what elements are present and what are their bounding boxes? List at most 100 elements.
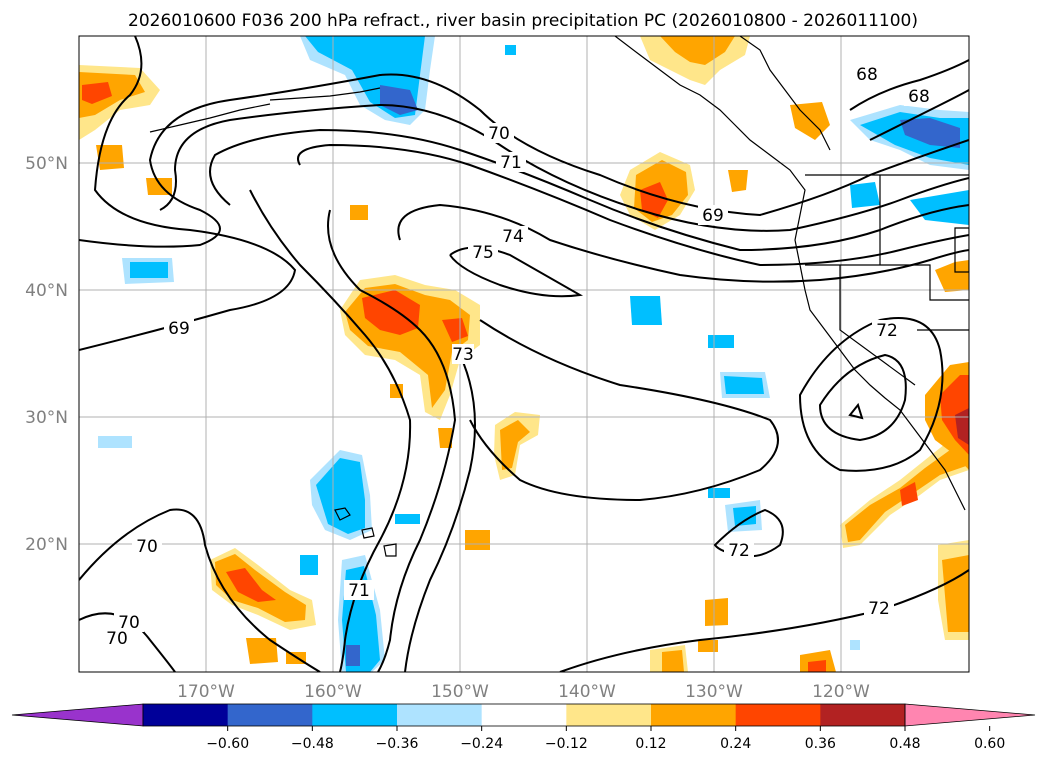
precip-positive-blob	[246, 638, 278, 664]
contour-label: 75	[472, 243, 494, 263]
precip-positive-blob	[728, 170, 748, 192]
latitude-labels: 50°N 40°N 30°N 20°N	[25, 154, 68, 555]
colorbar-segment	[820, 704, 906, 726]
island	[334, 507, 351, 521]
contour-label: 72	[876, 321, 898, 341]
precip-positive-blob	[705, 598, 728, 626]
contour-label: 72	[868, 599, 890, 619]
contour-line	[159, 103, 969, 232]
precip-negative-blob	[98, 436, 132, 448]
precip-positive-blob	[362, 290, 420, 335]
border	[805, 264, 969, 301]
precip-negative-blob	[900, 118, 960, 148]
colorbar-segment	[735, 704, 821, 726]
precip-negative-blob	[346, 645, 360, 666]
contour-line	[469, 319, 779, 502]
precip-negative-blob	[733, 506, 756, 526]
colorbar-extend-max	[904, 703, 1036, 727]
lon-label: 120°W	[812, 682, 870, 702]
precip-positive-blob	[390, 384, 403, 398]
colorbar-tick-label: 0.36	[805, 736, 836, 752]
colorbar-tick-label: 0.60	[974, 736, 1005, 752]
refractivity-contours	[79, 36, 969, 672]
contour-line	[249, 189, 412, 672]
precip-positive-blob	[82, 82, 112, 104]
colorbar-extend-min	[11, 703, 144, 727]
longitude-labels: 170°W 160°W 150°W 140°W 130°W 120°W	[177, 682, 870, 702]
precip-negative-blob	[130, 262, 168, 278]
colorbar-segment	[566, 704, 652, 726]
precip-positive-blob	[465, 530, 490, 550]
contour-line	[404, 344, 476, 672]
colorbar-tick-label: 0.48	[889, 736, 920, 752]
precip-negative-anomalies	[98, 36, 969, 672]
contour-line	[559, 569, 969, 672]
precip-positive-blob	[698, 640, 718, 652]
colorbar-frame	[142, 703, 906, 727]
contour-line	[327, 209, 457, 672]
figure-title: 2026010600 F036 200 hPa refract., river …	[128, 11, 918, 31]
island	[361, 527, 375, 539]
precip-negative-blob	[850, 182, 880, 208]
contour-line	[818, 353, 907, 442]
contour-label: 69	[702, 206, 724, 226]
contour-label: 70	[106, 629, 128, 649]
colorbar-tick-label: 0.24	[720, 736, 751, 752]
precip-positive-blob	[808, 660, 826, 672]
contour-line	[79, 73, 969, 248]
colorbar-tick-label: −0.24	[460, 736, 503, 752]
precip-negative-blob	[395, 514, 420, 524]
precip-negative-blob	[850, 640, 860, 650]
contour-label: 68	[908, 87, 930, 107]
contour-label: 70	[136, 537, 158, 557]
precip-negative-blob	[505, 45, 516, 55]
colorbar-segment	[312, 704, 398, 726]
contour-label: 70	[488, 124, 510, 144]
map-frame	[78, 35, 970, 673]
colorbar-tick-label: −0.48	[291, 736, 334, 752]
contour-line	[798, 317, 944, 472]
map-panel: 68 68 69 69 70 70 70 70 71 71 72 72 72	[79, 36, 969, 672]
colorbar-tick-label: −0.36	[376, 736, 419, 752]
contour-line	[869, 89, 969, 141]
contour-line	[849, 59, 969, 111]
lon-label: 170°W	[177, 682, 235, 702]
contour-line	[397, 203, 969, 283]
colorbar-tick-label: −0.60	[206, 736, 249, 752]
contour-label: 68	[856, 65, 878, 85]
precip-negative-blob	[300, 555, 318, 575]
precip-positive-blob	[500, 420, 530, 470]
precip-positive-blob	[660, 36, 735, 65]
colorbar-segment	[397, 704, 483, 726]
precip-negative-blob	[316, 458, 365, 534]
contour-label: 72	[728, 541, 750, 561]
lat-label: 50°N	[25, 154, 68, 174]
colorbar-segment	[651, 704, 737, 726]
colorbar-tick-label: 0.12	[635, 736, 666, 752]
precip-negative-blob	[708, 488, 730, 498]
precip-positive-blob	[96, 145, 124, 170]
contour-label: 69	[168, 319, 190, 339]
precip-positive-blob	[442, 318, 468, 342]
precip-negative-blob	[630, 296, 662, 325]
colorbar-segment	[227, 704, 313, 726]
precip-negative-blob	[708, 335, 734, 348]
lat-label: 40°N	[25, 281, 68, 301]
lon-label: 150°W	[431, 682, 489, 702]
contour-label: 71	[500, 153, 522, 173]
lon-label: 140°W	[558, 682, 616, 702]
colorbar-tick-label: −0.12	[545, 736, 588, 752]
lat-label: 30°N	[25, 408, 68, 428]
precip-positive-blob	[438, 428, 452, 448]
border	[954, 227, 969, 273]
colorbar-segment	[143, 704, 229, 726]
colorbar: −0.60 −0.48 −0.36 −0.24 −0.12 0.12 0.24 0.36 0.4…	[11, 703, 1036, 752]
coastline	[269, 87, 381, 101]
contour-line	[79, 508, 321, 672]
colorbar-segment	[481, 704, 567, 726]
precip-positive-blob	[900, 482, 918, 506]
contour-line	[79, 36, 297, 351]
contour-line	[297, 143, 969, 267]
coastline	[739, 36, 831, 151]
